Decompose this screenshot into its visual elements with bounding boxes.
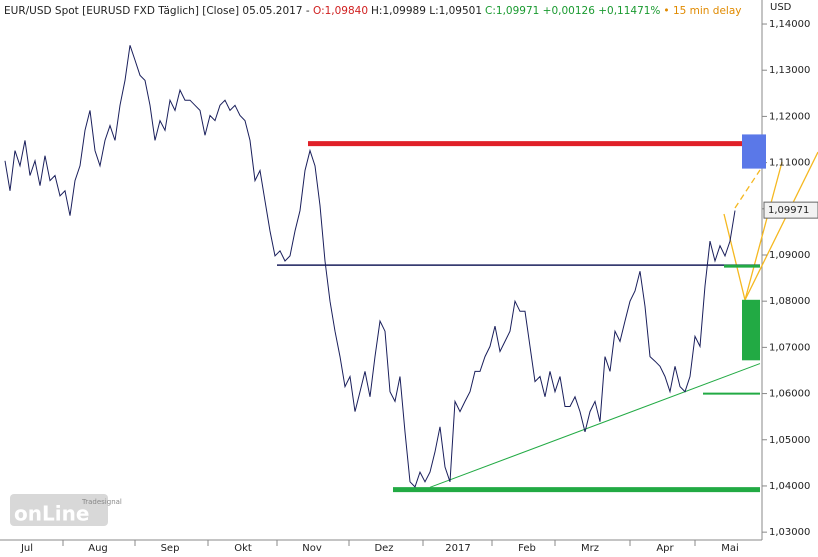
zone — [742, 299, 760, 361]
y-tick-label: 1,07000 — [769, 342, 810, 353]
header-title: EUR/USD Spot [EURUSD FXD Täglich] [Close… — [4, 5, 313, 17]
x-tick-label: Aug — [88, 543, 108, 554]
price-line — [4, 45, 736, 488]
last-price-label: 1,09971 — [768, 205, 809, 216]
unit: USD — [770, 2, 792, 13]
header-close: C:1,09971 +0,00126 +0,11471% — [485, 5, 660, 17]
x-tick-label: Nov — [302, 543, 322, 554]
logo: Tradesignal onLine — [10, 494, 122, 526]
x-tick-label: Mai — [721, 543, 739, 554]
forecast-line — [734, 169, 761, 209]
x-tick-label: Jul — [20, 543, 33, 554]
y-tick-label: 1,14000 — [769, 19, 810, 30]
y-tick-label: 1,08000 — [769, 296, 810, 307]
y-tick-label: 1,12000 — [769, 111, 810, 122]
y-tick-label: 1,05000 — [769, 435, 810, 446]
last-price-box — [763, 201, 818, 219]
x-tick-label: Sep — [161, 543, 180, 554]
y-tick-label: 1,11000 — [769, 158, 810, 169]
y-tick-label: 1,13000 — [769, 65, 810, 76]
x-tick-label: 2017 — [445, 543, 470, 554]
forecast-line — [744, 151, 818, 301]
header-delay: • 15 min delay — [663, 5, 741, 17]
x-tick-label: Mrz — [581, 543, 599, 554]
x-tick-label: Feb — [518, 543, 536, 554]
x-tick-label: Dez — [374, 543, 393, 554]
trend-line — [429, 363, 761, 488]
header-hl: H:1,09989 L:1,09501 — [371, 5, 482, 17]
x-tick-label: Apr — [656, 543, 674, 554]
y-tick-label: 1,09000 — [769, 250, 810, 261]
header: EUR/USD Spot [EURUSD FXD Täglich] [Close… — [4, 5, 741, 17]
y-tick-label: 1,04000 — [769, 481, 810, 492]
logo-bg — [10, 494, 108, 526]
x-tick-label: Okt — [234, 543, 252, 554]
y-tick-label: 1,06000 — [769, 389, 810, 400]
zone — [742, 134, 766, 169]
header-open: O:1,09840 — [313, 5, 368, 17]
y-tick-label: 1,03000 — [769, 527, 810, 538]
logo-big: onLine — [14, 502, 89, 526]
logo-small: Tradesignal — [81, 498, 122, 506]
